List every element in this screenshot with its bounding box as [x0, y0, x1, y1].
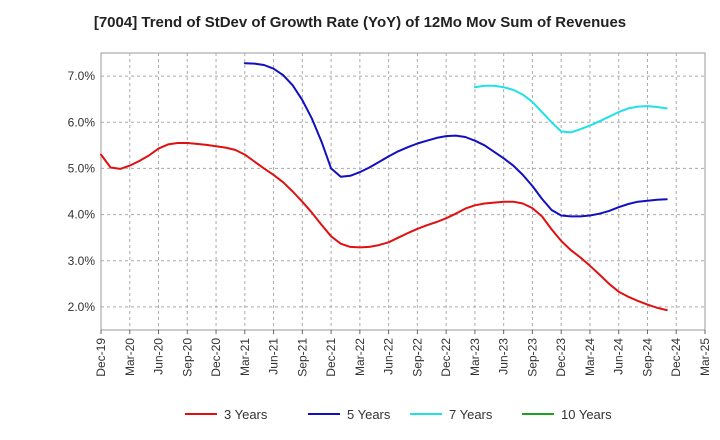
- y-tick-label: 2.0%: [68, 300, 96, 314]
- x-tick-label: Sep-20: [180, 338, 194, 377]
- x-tick-label: Sep-24: [640, 338, 654, 377]
- chart-title: [7004] Trend of StDev of Growth Rate (Yo…: [93, 14, 627, 31]
- x-tick-label: Jun-20: [152, 338, 166, 375]
- y-tick-label: 4.0%: [68, 208, 96, 222]
- y-tick-label: 7.0%: [68, 69, 96, 83]
- x-tick-label: Jun-24: [612, 338, 626, 375]
- x-tick-label: Dec-19: [94, 338, 108, 377]
- x-tick-label: Mar-20: [123, 338, 137, 376]
- legend-label: 5 Years: [347, 407, 391, 422]
- plot-area: [100, 52, 706, 331]
- y-tick-label: 5.0%: [68, 161, 96, 175]
- series-line-3-years: [100, 142, 668, 312]
- x-tick-label: Dec-21: [324, 338, 338, 377]
- x-tick-label: Mar-21: [238, 338, 252, 376]
- x-tick-label: Dec-24: [669, 338, 683, 377]
- x-tick-label: Mar-22: [353, 338, 367, 376]
- x-tick-label: Sep-23: [525, 338, 539, 377]
- series-line-7-years: [473, 84, 668, 134]
- x-tick-label: Jun-23: [497, 338, 511, 375]
- x-tick-label: Jun-22: [382, 338, 396, 375]
- x-tick-label: Dec-23: [554, 338, 568, 377]
- x-tick-label: Sep-21: [295, 338, 309, 377]
- x-tick-label: Jun-21: [267, 338, 281, 375]
- y-tick-label: 6.0%: [68, 115, 96, 129]
- x-tick-label: Dec-20: [209, 338, 223, 377]
- legend-label: 7 Years: [449, 407, 493, 422]
- y-tick-label: 3.0%: [68, 254, 96, 268]
- x-tick-label: Mar-24: [583, 338, 597, 376]
- x-tick-label: Dec-22: [439, 338, 453, 377]
- legend-label: 3 Years: [224, 407, 268, 422]
- x-tick-label: Mar-23: [468, 338, 482, 376]
- x-tick-label: Sep-22: [410, 338, 424, 377]
- x-tick-label: Mar-25: [698, 338, 712, 376]
- legend-label: 10 Years: [561, 407, 612, 422]
- series-line-5-years: [243, 62, 668, 218]
